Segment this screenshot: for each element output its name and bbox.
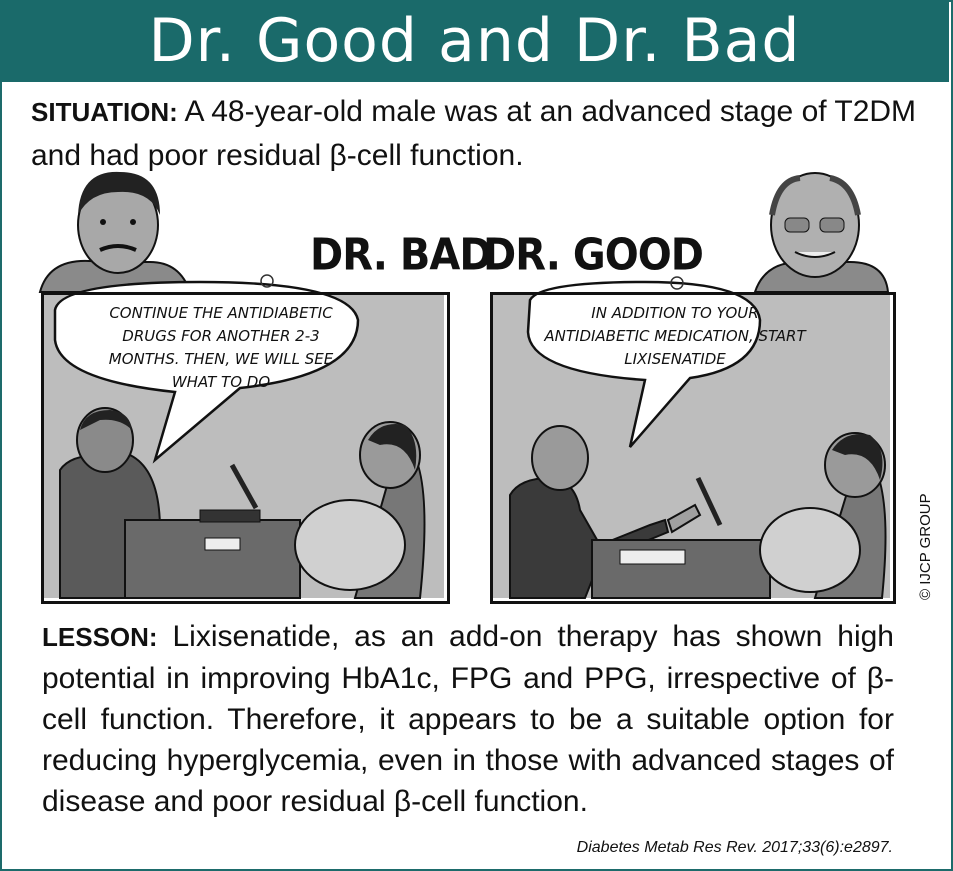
dr-bad-label: DR. BAD [310, 229, 493, 281]
dr-good-label: DR. GOOD [483, 229, 704, 281]
hook-icon [260, 274, 274, 288]
left-panel-scene [44, 280, 444, 599]
dr-good-portrait [753, 172, 890, 293]
lesson-block: LESSON: Lixisenatide, as an add-on thera… [42, 616, 894, 822]
situation-text: A 48-year-old male was at an advanced st… [31, 95, 917, 172]
lesson-label: LESSON: [42, 622, 158, 652]
dr-bad-speech: CONTINUE THE ANTIDIABETIC DRUGS FOR ANOT… [108, 304, 334, 391]
lesson-text: Lixisenatide, as an add-on therapy has s… [42, 620, 894, 818]
panel-dr-good [490, 292, 896, 604]
page-title: Dr. Good and Dr. Bad [148, 6, 801, 76]
panel-dr-bad [41, 292, 450, 604]
citation: Diabetes Metab Res Rev. 2017;33(6):e2897… [576, 839, 893, 856]
copyright-notice: © IJCP GROUP [917, 493, 934, 600]
dr-bad-portrait [38, 171, 192, 293]
hook-icon [670, 276, 684, 290]
right-panel-scene [493, 280, 890, 599]
dr-good-speech: IN ADDITION TO YOUR ANTIDIABETIC MEDICAT… [544, 304, 806, 368]
title-bar: Dr. Good and Dr. Bad [0, 0, 949, 82]
situation-label: SITUATION: [31, 97, 178, 127]
situation-block: SITUATION: A 48-year-old male was at an … [31, 90, 921, 178]
